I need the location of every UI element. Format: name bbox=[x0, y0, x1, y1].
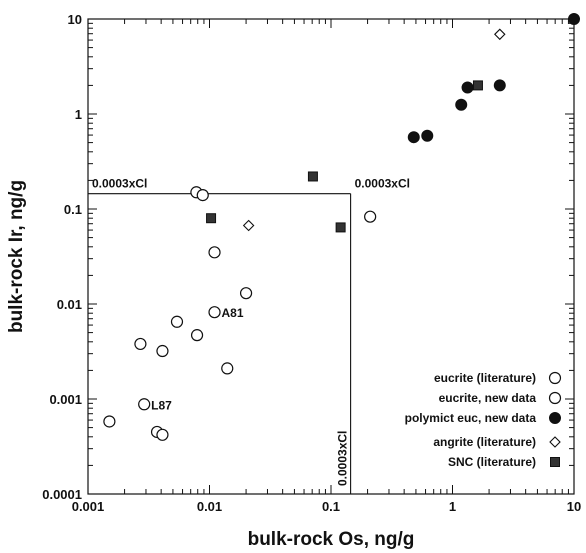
y-tick-label: 0.001 bbox=[49, 392, 82, 407]
data-point bbox=[307, 171, 318, 182]
y-tick-label: 0.01 bbox=[57, 297, 82, 312]
data-point bbox=[221, 362, 234, 375]
data-point bbox=[170, 315, 184, 328]
annotations: A81 L87 bbox=[151, 306, 244, 412]
data-point bbox=[103, 415, 116, 428]
data-point bbox=[134, 337, 147, 351]
x-tick-label: 10 bbox=[567, 499, 581, 514]
annotation-label: L87 bbox=[151, 398, 172, 412]
data-point bbox=[493, 79, 506, 92]
data-point bbox=[472, 80, 483, 91]
data-point bbox=[407, 131, 420, 144]
legend-marker bbox=[549, 412, 561, 424]
data-point bbox=[461, 81, 474, 94]
data-point bbox=[421, 129, 434, 142]
data-points bbox=[103, 13, 580, 441]
data-point bbox=[364, 210, 377, 223]
data-point bbox=[156, 428, 169, 441]
x-tick-label: 0.001 bbox=[72, 499, 105, 514]
legend-marker bbox=[550, 457, 560, 467]
y-tick-label: 0.1 bbox=[64, 202, 82, 217]
reference-label-right: 0.0003xCl bbox=[355, 177, 410, 191]
annotation-label: A81 bbox=[222, 306, 244, 320]
data-point bbox=[190, 329, 204, 342]
data-point bbox=[239, 287, 253, 300]
x-tick-label: 0.01 bbox=[197, 499, 222, 514]
x-axis-title: bulk-rock Os, ng/g bbox=[248, 529, 415, 550]
y-tick-label: 1 bbox=[75, 107, 82, 122]
data-point bbox=[568, 13, 580, 25]
legend: eucrite (literature) eucrite, new data pol… bbox=[405, 371, 562, 469]
data-point bbox=[335, 222, 346, 233]
data-point bbox=[138, 398, 151, 411]
x-tick-label: 0.1 bbox=[322, 499, 340, 514]
legend-label: polymict euc, new data bbox=[405, 411, 537, 425]
legend-label: SNC (literature) bbox=[448, 455, 536, 469]
legend-marker bbox=[548, 391, 562, 405]
legend-label: angrite (literature) bbox=[433, 435, 536, 449]
data-point bbox=[156, 344, 169, 358]
axis-ticks bbox=[87, 19, 574, 495]
reference-box: 0.0003xCl 0.0003xCl 0.0003xCl bbox=[88, 177, 410, 494]
data-point bbox=[208, 306, 221, 319]
legend-label: eucrite, new data bbox=[439, 391, 537, 405]
y-tick-label: 10 bbox=[68, 12, 82, 27]
reference-label-vertical: 0.0003xCl bbox=[336, 431, 350, 486]
y-axis-title: bulk-rock Ir, ng/g bbox=[6, 180, 27, 333]
data-point bbox=[196, 189, 209, 202]
legend-marker bbox=[548, 371, 562, 385]
data-point bbox=[494, 28, 506, 41]
data-point bbox=[208, 246, 221, 259]
data-point bbox=[455, 98, 468, 111]
reference-label-left: 0.0003xCl bbox=[92, 177, 147, 191]
data-point bbox=[242, 219, 255, 232]
data-point bbox=[206, 213, 217, 224]
y-tick-label: 0.0001 bbox=[42, 487, 82, 502]
x-tick-label: 1 bbox=[449, 499, 456, 514]
legend-label: eucrite (literature) bbox=[434, 371, 536, 385]
legend-marker bbox=[549, 436, 561, 448]
